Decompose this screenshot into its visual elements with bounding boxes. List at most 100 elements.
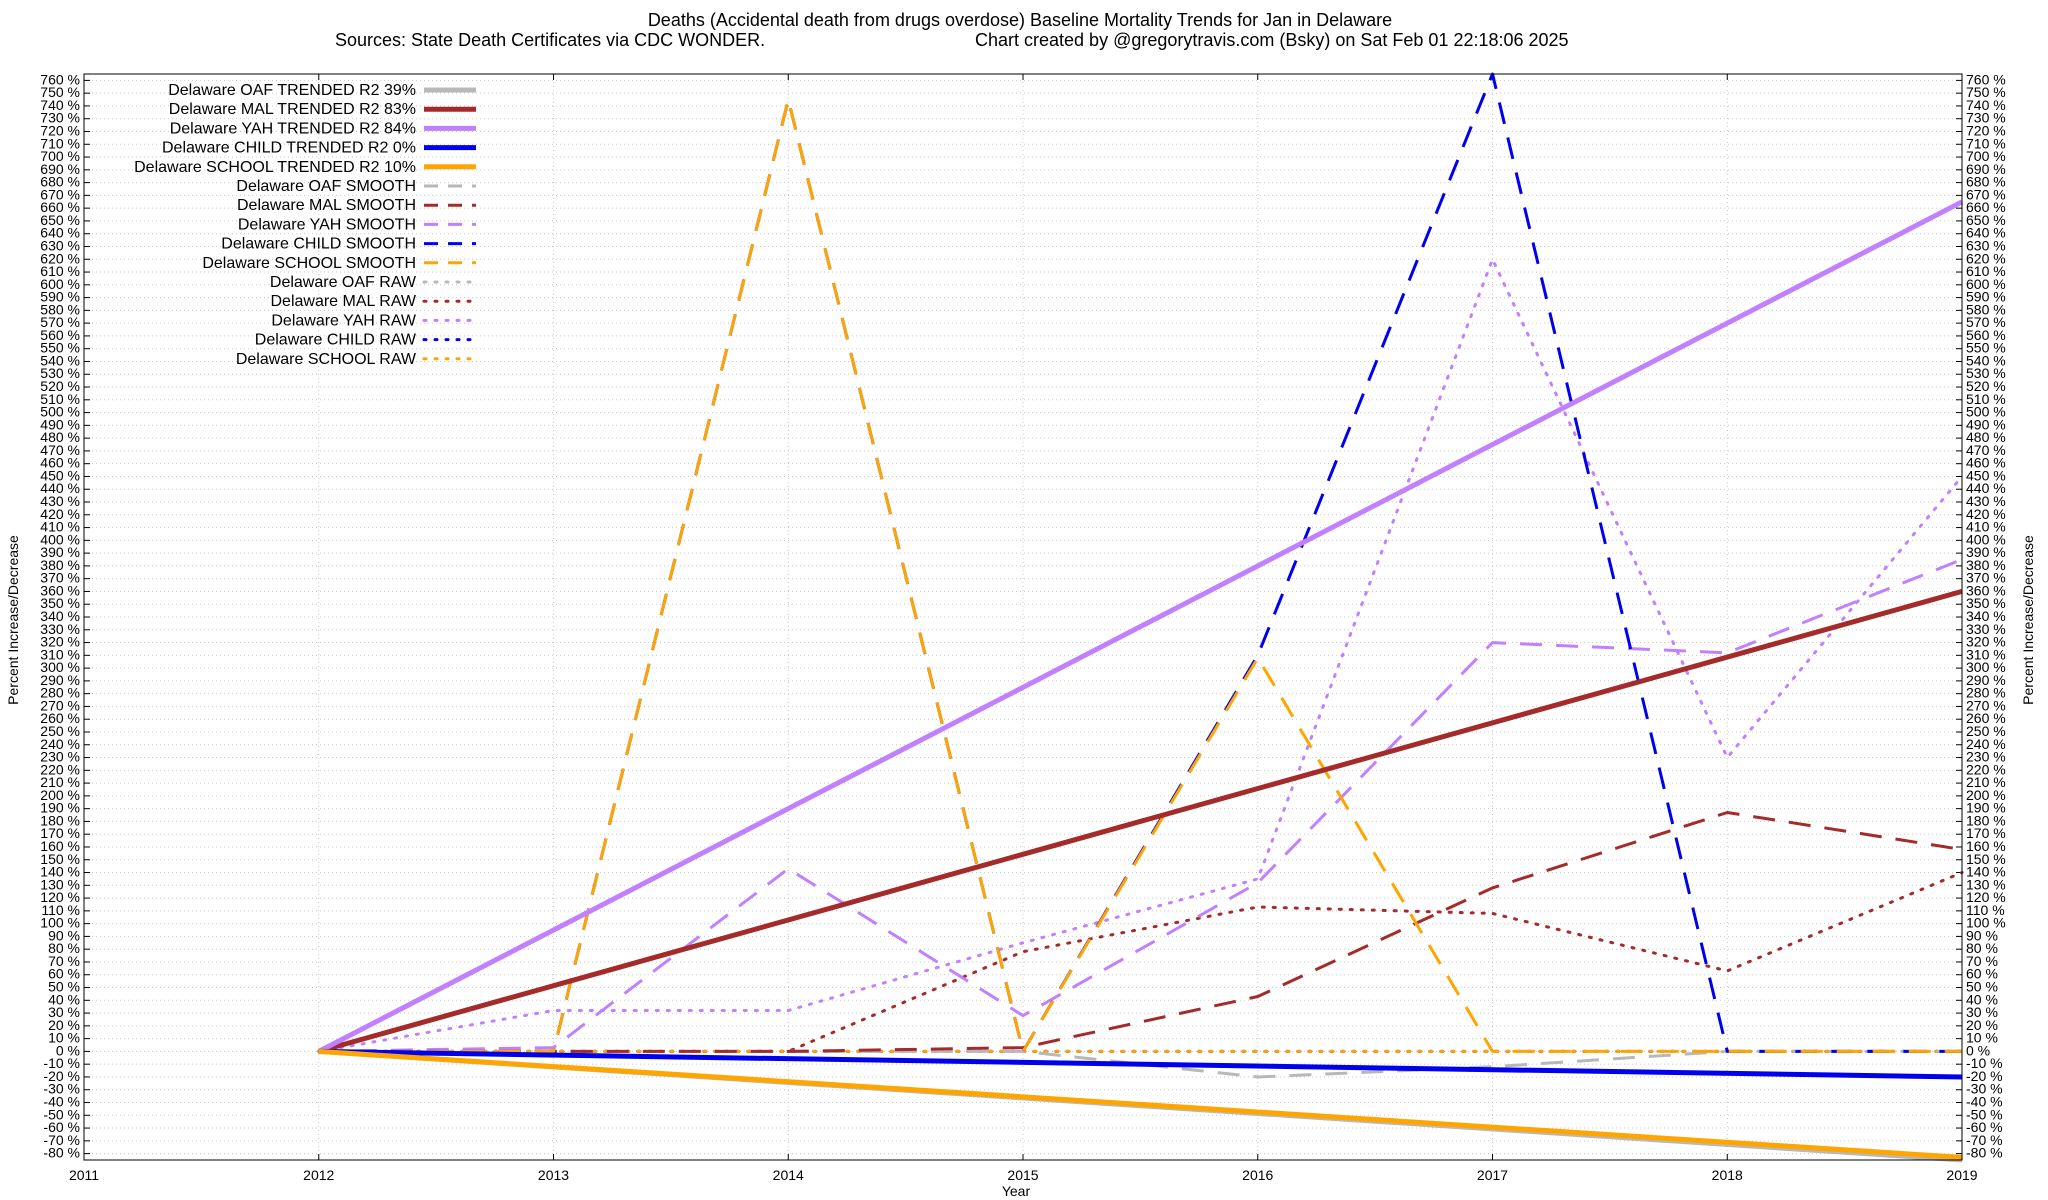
y-tick-label: 730 % <box>40 110 80 126</box>
series-line-4 <box>318 1048 1963 1160</box>
y-tick-label: 30 % <box>1966 1004 1998 1020</box>
x-tick-label: 2013 <box>538 1167 569 1183</box>
legend-label: Delaware MAL RAW <box>270 293 416 310</box>
y-tick-label: 170 % <box>1966 825 2006 841</box>
y-tick-label: 50 % <box>48 979 80 995</box>
y-tick-label: 310 % <box>40 646 80 662</box>
x-tick-label: 2017 <box>1477 1167 1508 1183</box>
legend-label: Delaware SCHOOL SMOOTH <box>202 255 416 272</box>
y-tick-label: 560 % <box>1966 327 2006 343</box>
y-tick-label: 460 % <box>1966 455 2006 471</box>
y-tick-label: 730 % <box>1966 110 2006 126</box>
y-tick-label: 590 % <box>40 289 80 305</box>
y-tick-label: 290 % <box>40 672 80 688</box>
y-tick-label: 620 % <box>1966 250 2006 266</box>
y-tick-label: 700 % <box>40 148 80 164</box>
y-tick-label: 70 % <box>48 953 80 969</box>
y-tick-label: 480 % <box>1966 429 2006 445</box>
y-tick-label: 210 % <box>40 774 80 790</box>
series-line-12 <box>317 257 1964 1053</box>
series-line-9 <box>318 98 1962 1053</box>
y-tick-label: 410 % <box>40 519 80 535</box>
y-tick-label: 460 % <box>40 455 80 471</box>
y-tick-label: 500 % <box>40 404 80 420</box>
y-tick-label: 100 % <box>40 915 80 931</box>
legend: Delaware OAF TRENDED R2 39% Delaware MAL … <box>134 82 478 368</box>
y-tick-label: 720 % <box>1966 122 2006 138</box>
x-tick-label: 2012 <box>303 1167 334 1183</box>
y-tick-label: 360 % <box>40 582 80 598</box>
y-tick-label: 230 % <box>1966 749 2006 765</box>
y-tick-label: 750 % <box>1966 84 2006 100</box>
y-tick-label: 270 % <box>40 697 80 713</box>
y-tick-label: 280 % <box>1966 685 2006 701</box>
y-tick-label: 300 % <box>1966 659 2006 675</box>
x-tick-label: 2014 <box>773 1167 804 1183</box>
chart-subtitle-credit: Chart created by @gregorytravis.com (Bsk… <box>975 30 1569 50</box>
x-ticks: 2011 2012 2013 2014 2015 2016 2017 2018 2019 <box>69 1167 1978 1183</box>
y-tick-label: 400 % <box>40 531 80 547</box>
y-tick-label: 120 % <box>40 889 80 905</box>
y-tick-label: 540 % <box>1966 352 2006 368</box>
y-tick-label: -50 % <box>43 1106 80 1122</box>
x-tick-label: 2011 <box>69 1167 99 1183</box>
legend-label: Delaware CHILD TRENDED R2 0% <box>162 140 416 157</box>
y-tick-label: 30 % <box>48 1004 80 1020</box>
y-tick-label: 630 % <box>1966 237 2006 253</box>
y-tick-label: 110 % <box>1966 902 2005 918</box>
y-tick-label: 320 % <box>1966 634 2006 650</box>
y-tick-label: 350 % <box>40 595 80 611</box>
y-tick-label: 270 % <box>1966 697 2006 713</box>
series-line-2 <box>317 199 1964 1054</box>
legend-label: Delaware SCHOOL TRENDED R2 10% <box>134 159 416 176</box>
y-tick-label: 10 % <box>1966 1030 1998 1046</box>
y-tick-label: 310 % <box>1966 646 2006 662</box>
chart-title: Deaths (Accidental death from drugs over… <box>648 10 1392 30</box>
legend-label: Delaware SCHOOL RAW <box>236 351 417 368</box>
y-tick-label: 70 % <box>1966 953 1998 969</box>
y-tick-label: 240 % <box>40 736 80 752</box>
y-tick-label: 700 % <box>1966 148 2006 164</box>
y-tick-label: 110 % <box>41 902 80 918</box>
plot-frame <box>83 73 1963 1161</box>
y-tick-label: 230 % <box>40 749 80 765</box>
y-axis-label-right: Percent Increase/Decrease <box>2020 535 2036 705</box>
y-tick-label: 600 % <box>1966 276 2006 292</box>
y-tick-label: 640 % <box>1966 225 2006 241</box>
y-tick-label: 260 % <box>1966 710 2006 726</box>
series-line-7 <box>318 558 1963 1053</box>
y-tick-label: 350 % <box>1966 595 2006 611</box>
y-ticks-left: -80 %-70 %-60 %-50 %-40 %-30 %-20 %-10 %… <box>40 71 80 1160</box>
y-tick-label: 670 % <box>1966 186 2006 202</box>
y-tick-label: 440 % <box>40 480 80 496</box>
y-tick-label: 250 % <box>40 723 80 739</box>
legend-label: Delaware YAH RAW <box>271 312 417 329</box>
y-tick-label: 510 % <box>40 391 80 407</box>
y-tick-label: 240 % <box>1966 736 2006 752</box>
series-line-1 <box>318 588 1963 1054</box>
y-tick-label: 570 % <box>40 314 80 330</box>
y-tick-label: 160 % <box>1966 838 2006 854</box>
y-tick-label: -40 % <box>1966 1094 2003 1110</box>
y-tick-label: 200 % <box>1966 787 2006 803</box>
y-tick-label: 220 % <box>40 761 80 777</box>
y-tick-label: 490 % <box>40 416 80 432</box>
y-tick-label: 190 % <box>1966 800 2006 816</box>
y-ticks-right: -80 %-70 %-60 %-50 %-40 %-30 %-20 %-10 %… <box>1966 71 2006 1160</box>
y-tick-label: -60 % <box>43 1119 80 1135</box>
y-tick-label: 150 % <box>1966 851 2006 867</box>
y-tick-label: 610 % <box>40 263 80 279</box>
y-tick-label: 450 % <box>1966 467 2006 483</box>
y-tick-label: 170 % <box>40 825 80 841</box>
y-tick-label: 200 % <box>40 787 80 803</box>
y-tick-label: 60 % <box>1966 966 1998 982</box>
y-tick-label: 620 % <box>40 250 80 266</box>
legend-label: Delaware YAH SMOOTH <box>238 216 416 233</box>
y-tick-label: -30 % <box>43 1081 80 1097</box>
y-tick-label: 550 % <box>40 340 80 356</box>
y-tick-label: -10 % <box>1966 1055 2003 1071</box>
y-tick-label: 480 % <box>40 429 80 445</box>
y-tick-label: -70 % <box>43 1132 80 1148</box>
y-tick-label: 40 % <box>48 991 80 1007</box>
grid <box>83 74 1963 1160</box>
